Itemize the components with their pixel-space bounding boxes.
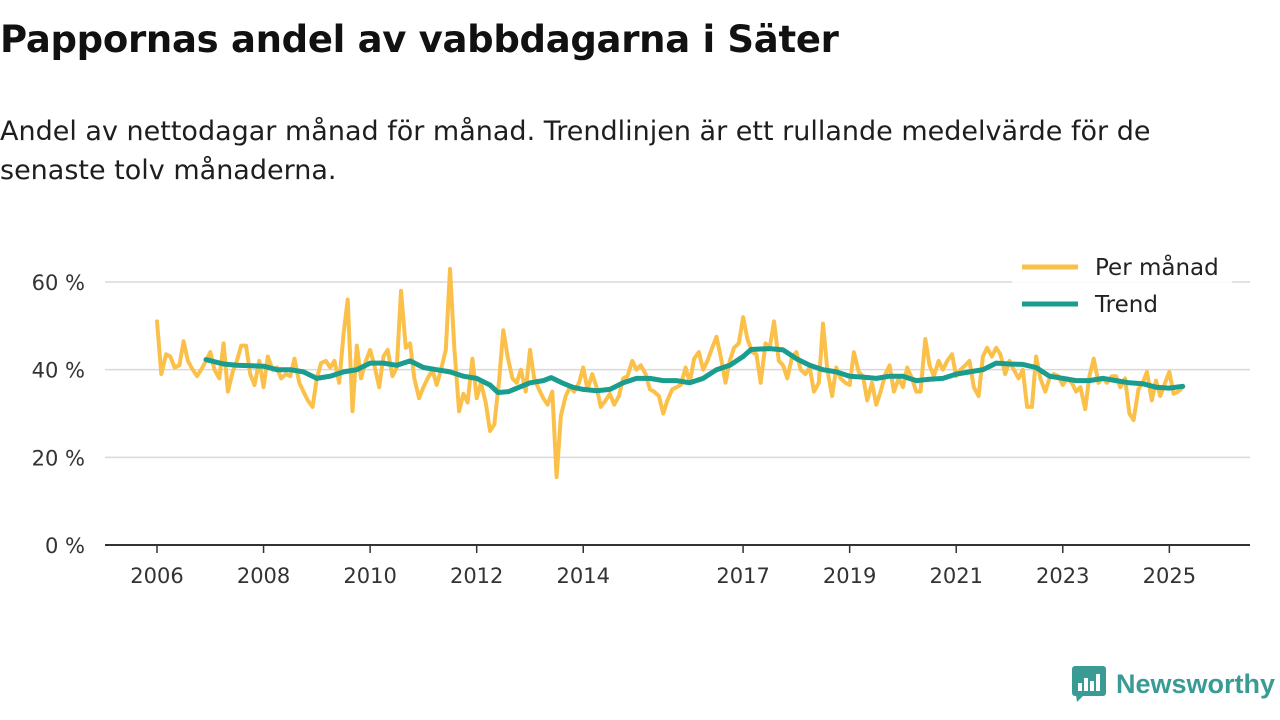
chart-title: Pappornas andel av vabbdagarna i Säter xyxy=(0,18,839,61)
newsworthy-logo-icon xyxy=(1072,666,1106,702)
y-tick-label: 60 % xyxy=(32,271,85,295)
legend-label: Per månad xyxy=(1095,253,1219,281)
x-tick-label: 2023 xyxy=(1036,564,1089,588)
x-tick-label: 2010 xyxy=(343,564,396,588)
y-axis: 0 % 20 % 40 % 60 % xyxy=(32,271,85,558)
x-tick-label: 2012 xyxy=(450,564,503,588)
brand-name: Newsworthy xyxy=(1116,668,1276,699)
series-line-trend xyxy=(203,346,1186,395)
x-tick-label: 2008 xyxy=(237,564,290,588)
x-tick-label: 2017 xyxy=(716,564,769,588)
series-lines xyxy=(155,266,1186,480)
x-axis: 2006 2008 2010 2012 2014 2017 2019 2021 2023 2025 xyxy=(105,544,1250,588)
x-tick-label: 2014 xyxy=(557,564,610,588)
y-tick-label: 20 % xyxy=(32,446,85,470)
legend-label: Trend xyxy=(1094,292,1158,318)
x-tick-label: 2021 xyxy=(929,564,982,588)
chart-subtitle: Andel av nettodagar månad för månad. Tre… xyxy=(0,116,1151,186)
legend: Per månad Trend xyxy=(1012,250,1232,328)
legend-background xyxy=(1012,250,1232,328)
x-tick-label: 2025 xyxy=(1143,564,1196,588)
y-tick-label: 40 % xyxy=(32,359,85,383)
x-tick-label: 2006 xyxy=(130,564,183,588)
brand-logo[interactable]: Newsworthy xyxy=(1072,666,1275,702)
y-tick-label: 0 % xyxy=(45,534,85,558)
x-tick-label: 2019 xyxy=(823,564,876,588)
